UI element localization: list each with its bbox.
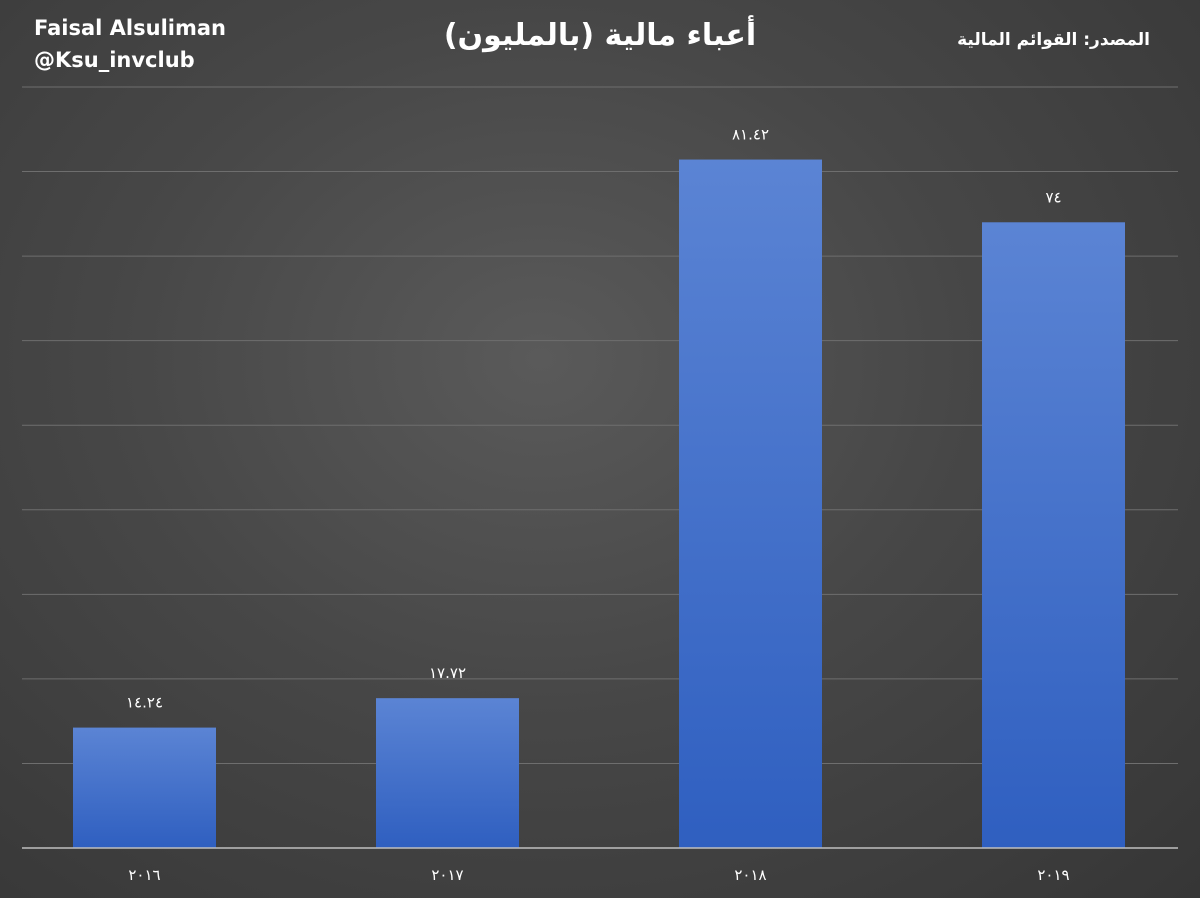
x-axis-ticks: ٢٠١٦ ٢٠١٧ ٢٠١٨ ٢٠١٩ (128, 866, 1069, 884)
bar-1 (376, 698, 519, 848)
chart-title: أعباء مالية (بالمليون) (443, 18, 757, 53)
data-label-0: ١٤.٢٤ (126, 694, 163, 712)
bar-0 (73, 727, 216, 848)
author-name: Faisal Alsuliman (34, 16, 226, 40)
author-block: Faisal Alsuliman @Ksu_invclub (34, 12, 226, 76)
x-tick-label-1: ٢٠١٧ (431, 866, 463, 884)
bar-3 (982, 222, 1125, 849)
data-labels: ١٤.٢٤ ١٧.٧٢ ٨١.٤٢ ٧٤ (126, 126, 1062, 712)
bar-2 (679, 159, 822, 849)
data-label-3: ٧٤ (1045, 188, 1061, 206)
bars (73, 159, 1125, 849)
x-tick-label-2: ٢٠١٨ (734, 866, 766, 884)
x-tick-label-0: ٢٠١٦ (128, 866, 160, 884)
x-tick-label-3: ٢٠١٩ (1037, 866, 1069, 884)
data-label-1: ١٧.٧٢ (429, 664, 466, 682)
author-handle: @Ksu_invclub (34, 48, 195, 72)
data-label-2: ٨١.٤٢ (732, 126, 769, 144)
source-note: المصدر: القوائم المالية (957, 30, 1150, 50)
